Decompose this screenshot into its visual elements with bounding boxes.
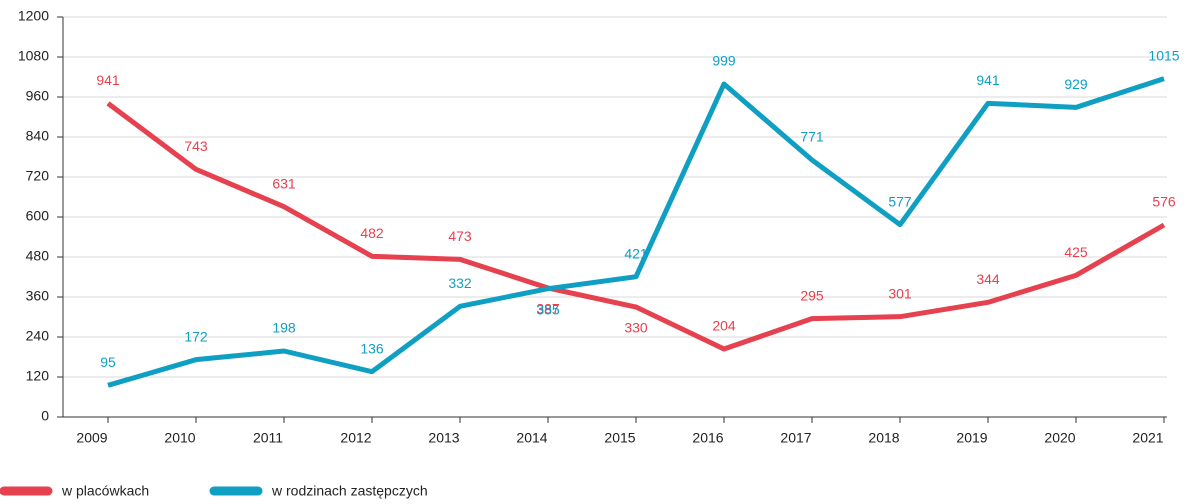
data-label: 332 (448, 275, 472, 291)
data-label: 999 (712, 53, 736, 69)
data-label: 385 (536, 301, 560, 317)
x-tick-label: 2009 (76, 430, 107, 446)
data-label: 1015 (1148, 47, 1179, 63)
data-label: 421 (624, 245, 648, 261)
y-tick-label: 840 (26, 128, 50, 144)
data-label: 743 (184, 138, 208, 154)
x-tick-label: 2014 (516, 430, 547, 446)
data-label: 330 (624, 320, 648, 336)
data-label: 425 (1064, 244, 1088, 260)
y-tick-label: 0 (41, 408, 49, 424)
x-tick-label: 2010 (164, 430, 195, 446)
y-tick-label: 240 (26, 328, 50, 344)
data-label: 941 (96, 72, 120, 88)
x-tick-label: 2016 (692, 430, 723, 446)
data-label: 473 (448, 228, 472, 244)
y-tick-label: 960 (26, 88, 50, 104)
data-label: 136 (360, 340, 384, 356)
series-line (107, 76, 1165, 388)
data-label: 204 (712, 318, 736, 334)
data-label: 95 (100, 354, 116, 370)
y-tick-label: 360 (26, 288, 50, 304)
data-label: 929 (1064, 76, 1088, 92)
data-label: 771 (800, 129, 824, 145)
y-tick-label: 1200 (18, 8, 49, 24)
y-tick-label: 480 (26, 248, 50, 264)
y-tick-label: 720 (26, 168, 50, 184)
x-tick-label: 2020 (1044, 430, 1075, 446)
data-label: 576 (1152, 194, 1176, 210)
data-label: 344 (976, 271, 1000, 287)
data-label: 387 (536, 301, 560, 317)
x-tick-label: 2019 (956, 430, 987, 446)
y-tick-label: 120 (26, 368, 50, 384)
x-tick-label: 2018 (868, 430, 899, 446)
x-tick-label: 2011 (253, 430, 283, 446)
x-tick-label: 2012 (340, 430, 371, 446)
x-tick-label: 2021 (1132, 430, 1163, 446)
data-label: 941 (976, 72, 1000, 88)
x-tick-label: 2015 (604, 430, 635, 446)
x-tick-label: 2013 (428, 430, 459, 446)
data-label: 172 (184, 328, 208, 344)
x-tick-label: 2017 (780, 430, 811, 446)
data-label: 295 (800, 287, 824, 303)
y-tick-label: 600 (26, 208, 50, 224)
legend-label: w rodzinach zastępczych (271, 483, 428, 499)
data-label: 301 (888, 285, 912, 301)
data-label: 482 (360, 225, 384, 241)
series-line (106, 101, 1166, 352)
data-label: 631 (272, 175, 296, 191)
legend-label: w placówkach (61, 483, 149, 499)
data-label: 577 (888, 193, 912, 209)
data-label: 198 (272, 320, 296, 336)
y-tick-label: 1080 (18, 48, 49, 64)
